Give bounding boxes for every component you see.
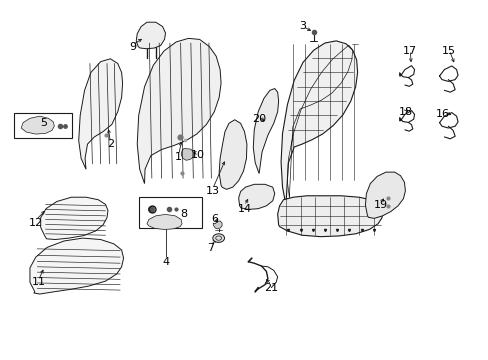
FancyBboxPatch shape	[139, 197, 201, 228]
Polygon shape	[238, 184, 274, 210]
Polygon shape	[41, 197, 108, 239]
Text: 15: 15	[441, 46, 455, 56]
Text: 8: 8	[180, 209, 187, 219]
Text: 13: 13	[205, 186, 219, 196]
Text: 7: 7	[206, 243, 213, 253]
Polygon shape	[253, 89, 278, 174]
Polygon shape	[147, 215, 182, 229]
Text: 17: 17	[403, 46, 416, 56]
Polygon shape	[219, 120, 246, 189]
Polygon shape	[137, 39, 221, 184]
Polygon shape	[79, 59, 122, 169]
Polygon shape	[365, 172, 405, 219]
Polygon shape	[136, 22, 165, 49]
Circle shape	[212, 234, 224, 242]
Polygon shape	[21, 116, 54, 134]
Text: 12: 12	[29, 218, 43, 228]
Polygon shape	[213, 221, 222, 229]
Text: 16: 16	[435, 109, 449, 119]
Text: 11: 11	[32, 277, 46, 287]
Text: 4: 4	[163, 257, 170, 267]
Text: 21: 21	[264, 283, 278, 293]
Text: 9: 9	[128, 42, 136, 52]
Text: 2: 2	[106, 139, 114, 149]
Polygon shape	[277, 196, 382, 237]
Text: 18: 18	[398, 107, 412, 117]
FancyBboxPatch shape	[14, 113, 72, 138]
Polygon shape	[181, 148, 194, 160]
Text: 3: 3	[299, 21, 306, 31]
Polygon shape	[30, 238, 123, 294]
Text: 14: 14	[237, 204, 251, 214]
Text: 6: 6	[211, 215, 218, 224]
Polygon shape	[281, 41, 357, 205]
Text: 1: 1	[175, 152, 182, 162]
Text: 5: 5	[40, 118, 47, 128]
Text: 19: 19	[373, 200, 387, 210]
Text: 20: 20	[251, 114, 265, 124]
Text: 10: 10	[191, 150, 205, 160]
